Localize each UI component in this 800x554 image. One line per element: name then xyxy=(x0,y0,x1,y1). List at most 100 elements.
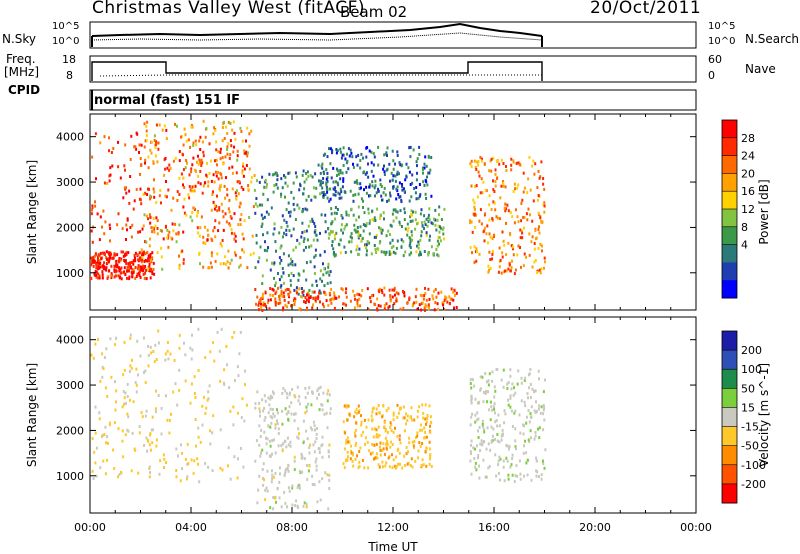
data-cell xyxy=(311,390,313,394)
ytick-label: 2000 xyxy=(56,424,84,437)
data-cell xyxy=(124,273,127,276)
data-cell xyxy=(292,274,295,278)
data-cell xyxy=(328,147,330,151)
data-cell xyxy=(284,181,287,185)
data-cell xyxy=(311,217,314,221)
data-cell xyxy=(383,250,386,254)
data-cell xyxy=(476,195,479,199)
data-cell xyxy=(257,260,260,264)
data-cell xyxy=(281,186,284,190)
data-cell xyxy=(327,389,330,393)
data-cell xyxy=(507,477,510,481)
data-cell xyxy=(108,136,110,140)
data-cell xyxy=(129,262,131,266)
data-cell xyxy=(178,263,181,267)
data-cell xyxy=(405,422,407,426)
data-cell xyxy=(356,179,358,183)
data-cell xyxy=(274,240,277,244)
data-cell xyxy=(196,226,199,230)
data-cell xyxy=(384,427,387,431)
data-cell xyxy=(226,148,229,151)
data-cell xyxy=(335,180,337,184)
data-cell xyxy=(147,155,150,159)
data-cell xyxy=(172,390,175,394)
data-cell xyxy=(333,188,336,192)
data-cell xyxy=(470,401,473,405)
data-cell xyxy=(373,218,375,222)
data-cell xyxy=(533,260,536,264)
data-cell xyxy=(314,296,317,300)
data-cell xyxy=(147,364,150,368)
nsky-label: N.Sky xyxy=(2,32,37,46)
data-cell xyxy=(350,250,353,254)
data-cell xyxy=(424,430,427,434)
data-cell xyxy=(470,452,472,456)
data-cell xyxy=(91,155,94,159)
data-cell xyxy=(190,125,193,129)
data-cell xyxy=(538,475,540,479)
data-cell xyxy=(302,289,305,293)
data-cell xyxy=(415,300,418,304)
data-cell xyxy=(474,165,477,169)
data-cell xyxy=(511,473,514,477)
data-cell xyxy=(473,384,476,388)
data-cell xyxy=(294,263,297,267)
data-cell xyxy=(307,224,310,228)
data-cell xyxy=(351,451,354,455)
data-cell xyxy=(523,252,526,256)
data-cell xyxy=(323,152,326,156)
data-cell xyxy=(359,159,362,162)
data-cell xyxy=(204,356,207,359)
data-cell xyxy=(243,419,246,423)
data-cell xyxy=(246,266,249,270)
data-cell xyxy=(534,411,537,415)
data-cell xyxy=(225,262,227,266)
data-cell xyxy=(185,159,188,162)
data-cell xyxy=(310,244,313,248)
data-cell xyxy=(271,261,273,265)
data-cell xyxy=(263,418,266,422)
data-cell xyxy=(532,199,535,203)
data-cell xyxy=(170,208,173,212)
data-cell xyxy=(398,222,401,226)
data-cell xyxy=(244,383,246,387)
data-cell xyxy=(250,180,253,184)
nave-label: Nave xyxy=(745,62,776,76)
data-cell xyxy=(484,212,487,216)
data-cell xyxy=(132,262,135,266)
data-cell xyxy=(367,211,370,215)
data-cell xyxy=(308,463,311,467)
data-cell xyxy=(510,409,513,413)
data-cell xyxy=(329,298,332,302)
data-cell xyxy=(312,296,315,300)
data-cell xyxy=(114,270,117,274)
data-cell xyxy=(194,184,197,188)
data-cell xyxy=(383,186,386,190)
data-cell xyxy=(264,416,267,419)
data-cell xyxy=(410,209,413,213)
data-cell xyxy=(399,163,402,167)
data-cell xyxy=(509,396,512,400)
data-cell xyxy=(269,268,272,272)
data-cell xyxy=(470,159,473,163)
data-cell xyxy=(334,190,337,193)
data-cell xyxy=(482,425,485,429)
data-cell xyxy=(543,201,546,205)
data-cell xyxy=(127,262,130,266)
data-cell xyxy=(224,155,227,159)
data-cell xyxy=(528,155,531,159)
data-cell xyxy=(118,260,121,264)
data-cell xyxy=(333,211,336,215)
data-cell xyxy=(480,222,483,226)
data-cell xyxy=(138,273,141,277)
data-cell xyxy=(441,301,444,305)
data-cell xyxy=(388,465,391,469)
data-cell xyxy=(391,178,394,182)
data-cell xyxy=(378,411,381,415)
data-cell xyxy=(265,210,268,214)
data-cell xyxy=(399,462,401,466)
colorbar-swatch xyxy=(722,350,737,370)
data-cell xyxy=(334,296,337,300)
data-cell xyxy=(178,223,181,227)
data-cell xyxy=(258,256,261,260)
